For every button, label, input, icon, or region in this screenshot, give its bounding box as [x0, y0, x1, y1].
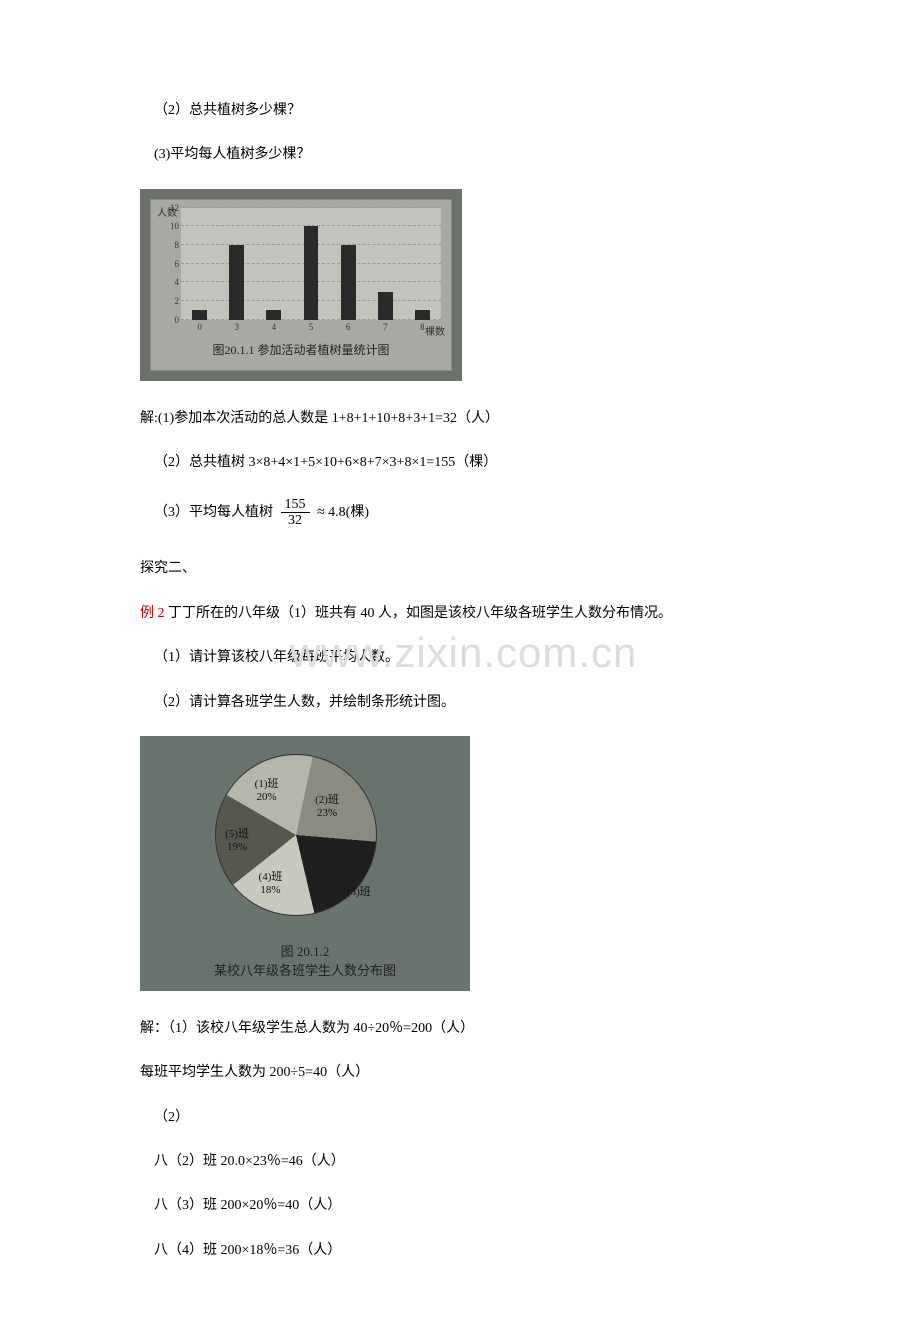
pie-slice-label: (2)班23%: [315, 794, 339, 820]
x-axis-title: 棵数: [425, 323, 445, 338]
question-2: （2）总共植树多少棵？: [140, 100, 790, 122]
pie-chart-figure: (1)班20% (2)班23% (3)班 (4)班18% (5)班19% 图 20.1.…: [140, 736, 470, 991]
fraction-numerator: 155: [281, 497, 310, 513]
solution2-line5: 八（3）班 200×20％=40（人）: [140, 1195, 790, 1217]
example-2-q1: （1）请计算该校八年级每班平均人数。: [140, 647, 790, 669]
fraction-denominator: 32: [281, 513, 310, 528]
solution1-line2: （2）总共植树 3×8+4×1+5×10+6×8+7×3+8×1=155（棵）: [140, 452, 790, 474]
section-2-title: 探究二、: [140, 558, 790, 580]
pie-slice-label: (1)班20%: [255, 778, 279, 804]
pie-caption-l1: 图 20.1.2: [281, 944, 330, 959]
bar-chart-caption: 图20.1.1 参加活动者植树量统计图: [151, 341, 451, 358]
pie-caption-l2: 某校八年级各班学生人数分布图: [214, 963, 396, 978]
bar-chart-figure: 人数 0246810120345678 棵数 图20.1.1 参加活动者植树量统…: [140, 189, 462, 381]
example-2: 例 2 丁丁所在的八年级（1）班共有 40 人，如图是该校八年级各班学生人数分布…: [140, 603, 790, 625]
fraction: 155 32: [281, 497, 310, 529]
solution2-line2: 每班平均学生人数为 200÷5=40（人）: [140, 1062, 790, 1084]
solution2-line1: 解：（1）该校八年级学生总人数为 40÷20％=200（人）: [140, 1018, 790, 1040]
bar-chart: 人数 0246810120345678 棵数 图20.1.1 参加活动者植树量统…: [150, 199, 452, 371]
bar-plot-area: 0246810120345678: [181, 208, 441, 320]
pie-slice-label: (3)班: [347, 886, 371, 899]
pie-slice-label: (5)班19%: [225, 828, 249, 854]
example-2-label: 例 2: [140, 606, 165, 621]
example-2-text: 丁丁所在的八年级（1）班共有 40 人，如图是该校八年级各班学生人数分布情况。: [165, 606, 673, 621]
solution2-line3: （2）: [140, 1107, 790, 1129]
question-3: (3)平均每人植树多少棵？: [140, 144, 790, 166]
pie-caption: 图 20.1.2 某校八年级各班学生人数分布图: [140, 942, 470, 981]
pie-slice-label: (4)班18%: [259, 871, 283, 897]
solution1-line1: 解:(1)参加本次活动的总人数是 1+8+1+10+8+3+1=32（人）: [140, 408, 790, 430]
page: （2）总共植树多少棵？ (3)平均每人植树多少棵？ 人数 02468101203…: [0, 0, 920, 1344]
solution2-line4: 八（2）班 20.0×23％=46（人）: [140, 1151, 790, 1173]
solution1-line3: （3）平均每人植树 155 32 ≈ 4.8(棵): [140, 497, 790, 529]
sol1-l3-post: ≈ 4.8(棵): [317, 505, 369, 520]
example-2-q2: （2）请计算各班学生人数，并绘制条形统计图。: [140, 692, 790, 714]
solution2-line6: 八（4）班 200×18％=36（人）: [140, 1240, 790, 1262]
sol1-l3-pre: （3）平均每人植树: [154, 505, 277, 520]
